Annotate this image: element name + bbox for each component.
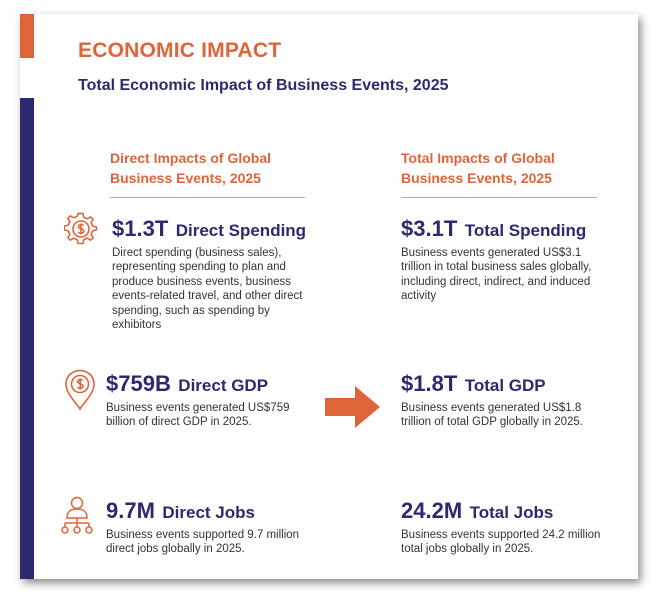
total-gdp-label: Total GDP — [464, 376, 546, 395]
right-heading-line1: Total Impacts of Global — [401, 150, 555, 166]
impact-card: ECONOMIC IMPACT Total Economic Impact of… — [20, 14, 638, 579]
page-title: ECONOMIC IMPACT — [78, 39, 282, 62]
left-heading-line1: Direct Impacts of Global — [110, 150, 272, 166]
direct-gdp-block: $759B Direct GDP Business events generat… — [106, 371, 316, 430]
total-spending-description: Business events generated US$3.1 trillio… — [401, 247, 592, 303]
total-spending-value: $3.1T — [401, 216, 458, 241]
accent-bar-navy — [20, 98, 34, 579]
total-spending-block: $3.1T Total Spending Business events gen… — [401, 216, 606, 304]
total-gdp-description: Business events generated US$1.8 trillio… — [401, 402, 583, 429]
total-gdp-value: $1.8T — [401, 371, 458, 396]
people-network-icon — [61, 496, 93, 534]
direct-jobs-metric: 9.7M Direct Jobs — [106, 498, 316, 524]
left-heading-rule — [110, 197, 305, 198]
direct-spending-value: $1.3T — [112, 216, 169, 241]
right-column-heading: Total Impacts of Global Business Events,… — [401, 148, 555, 188]
total-jobs-block: 24.2M Total Jobs Business events support… — [401, 498, 606, 557]
direct-jobs-description: Business events supported 9.7 million di… — [106, 529, 300, 556]
location-dollar-icon — [65, 369, 95, 411]
direct-jobs-block: 9.7M Direct Jobs Business events support… — [106, 498, 316, 557]
total-gdp-block: $1.8T Total GDP Business events generate… — [401, 371, 611, 430]
right-arrow-icon — [325, 386, 380, 428]
direct-jobs-value: 9.7M — [106, 498, 155, 523]
total-jobs-value: 24.2M — [401, 498, 463, 523]
total-jobs-label: Total Jobs — [469, 503, 554, 522]
direct-gdp-value: $759B — [106, 371, 171, 396]
direct-spending-metric: $1.3T Direct Spending — [112, 216, 317, 242]
direct-spending-description: Direct spending (business sales), repres… — [112, 247, 303, 332]
left-column-heading: Direct Impacts of Global Business Events… — [110, 148, 271, 188]
right-heading-rule — [401, 197, 597, 198]
total-spending-metric: $3.1T Total Spending — [401, 216, 606, 242]
gear-dollar-icon — [64, 212, 98, 245]
direct-gdp-label: Direct GDP — [178, 376, 269, 395]
direct-gdp-metric: $759B Direct GDP — [106, 371, 316, 397]
page-subtitle: Total Economic Impact of Business Events… — [78, 77, 449, 94]
direct-gdp-description: Business events generated US$759 billion… — [106, 402, 290, 429]
accent-bar-orange — [20, 14, 34, 58]
direct-spending-label: Direct Spending — [175, 221, 307, 240]
total-jobs-metric: 24.2M Total Jobs — [401, 498, 606, 524]
total-jobs-description: Business events supported 24.2 million t… — [401, 529, 601, 556]
left-heading-line2: Business Events, 2025 — [110, 170, 261, 186]
direct-spending-block: $1.3T Direct Spending Direct spending (b… — [112, 216, 317, 332]
right-heading-line2: Business Events, 2025 — [401, 170, 552, 186]
total-spending-label: Total Spending — [464, 221, 587, 240]
total-gdp-metric: $1.8T Total GDP — [401, 371, 611, 397]
direct-jobs-label: Direct Jobs — [162, 503, 255, 522]
